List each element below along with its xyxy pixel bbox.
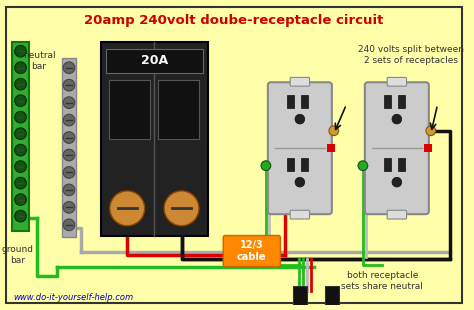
Bar (101, 42, 208, 236)
Circle shape (15, 95, 27, 107)
Circle shape (63, 219, 75, 231)
Circle shape (392, 114, 401, 124)
Bar (398, 158, 405, 171)
Bar (158, 80, 199, 139)
Bar (327, 144, 335, 152)
Circle shape (63, 184, 75, 196)
Bar (287, 158, 294, 171)
FancyBboxPatch shape (290, 78, 310, 86)
Circle shape (15, 45, 27, 57)
Text: neutral
bar: neutral bar (23, 51, 55, 71)
Bar (384, 158, 391, 171)
Circle shape (15, 78, 27, 90)
Circle shape (164, 191, 199, 226)
Circle shape (63, 97, 75, 108)
Circle shape (63, 79, 75, 91)
Bar (424, 144, 432, 152)
FancyBboxPatch shape (268, 82, 332, 214)
Circle shape (63, 132, 75, 143)
FancyBboxPatch shape (387, 78, 407, 86)
Circle shape (426, 126, 436, 135)
Bar (62, 58, 76, 237)
Bar (398, 95, 405, 108)
Text: www.do-it-yourself-help.com: www.do-it-yourself-help.com (14, 293, 134, 302)
Bar (287, 95, 294, 108)
Bar (301, 95, 308, 108)
Circle shape (295, 114, 305, 124)
Circle shape (63, 149, 75, 161)
Circle shape (295, 177, 305, 187)
FancyBboxPatch shape (223, 236, 281, 267)
Circle shape (15, 144, 27, 156)
Text: 20A: 20A (141, 55, 168, 67)
FancyBboxPatch shape (290, 210, 310, 219)
Text: 240 volts split between
2 sets of receptacles: 240 volts split between 2 sets of recept… (358, 45, 465, 65)
Bar (384, 95, 391, 108)
FancyBboxPatch shape (365, 82, 429, 214)
Circle shape (329, 126, 338, 135)
Circle shape (15, 111, 27, 123)
Circle shape (15, 62, 27, 73)
Bar (293, 286, 307, 305)
Circle shape (15, 177, 27, 189)
Circle shape (63, 202, 75, 213)
Text: 12/3
cable: 12/3 cable (237, 240, 266, 262)
Circle shape (261, 161, 271, 171)
Circle shape (15, 194, 27, 206)
Circle shape (15, 161, 27, 172)
Circle shape (63, 167, 75, 178)
Text: 20amp 240volt doube-receptacle circuit: 20amp 240volt doube-receptacle circuit (84, 14, 383, 27)
Bar (301, 158, 308, 171)
Circle shape (358, 161, 368, 171)
Circle shape (63, 62, 75, 73)
Bar (12, 42, 29, 231)
Text: both receptacle
sets share neutral: both receptacle sets share neutral (341, 271, 423, 291)
FancyBboxPatch shape (387, 210, 407, 219)
Circle shape (110, 191, 145, 226)
Circle shape (15, 128, 27, 140)
Circle shape (63, 114, 75, 126)
Bar (106, 49, 203, 73)
Bar (109, 80, 149, 139)
Circle shape (392, 177, 401, 187)
Bar (325, 286, 338, 305)
Circle shape (15, 210, 27, 222)
Text: ground
bar: ground bar (1, 245, 34, 265)
